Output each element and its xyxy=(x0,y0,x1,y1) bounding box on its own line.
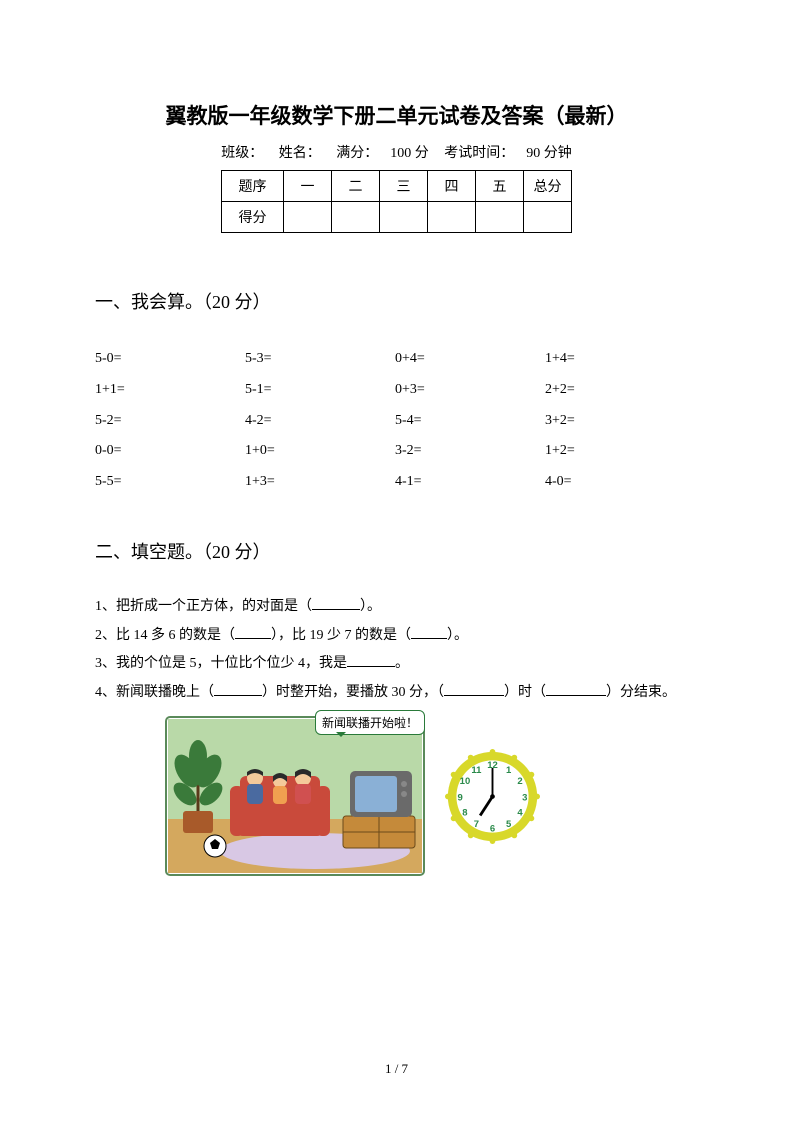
name-label: 姓名： xyxy=(279,146,321,161)
calc-row: 5-5= 1+3= 4-1= 4-0= xyxy=(95,467,698,498)
blank xyxy=(444,682,504,696)
calc-cell: 5-3= xyxy=(245,344,395,375)
calc-cell: 3+2= xyxy=(545,406,695,437)
fill-list: 1、把折成一个正方体，的对面是（ ）。 2、比 14 多 6 的数是（ ），比 19… xyxy=(95,594,698,706)
td-blank xyxy=(524,202,572,233)
section2-heading: 二、填空题。（20 分） xyxy=(95,538,698,564)
th-5: 五 xyxy=(476,171,524,202)
svg-text:11: 11 xyxy=(471,765,482,776)
calc-cell: 4-2= xyxy=(245,406,395,437)
speech-bubble: 新闻联播开始啦！ xyxy=(315,710,425,735)
calc-cell: 5-4= xyxy=(395,406,545,437)
td-blank xyxy=(284,202,332,233)
q4: 4、新闻联播晚上（ ）时整开始，要播放 30 分，（ ）时（ ）分结束。 xyxy=(95,680,698,707)
th-3: 三 xyxy=(380,171,428,202)
svg-text:5: 5 xyxy=(506,819,512,830)
td-blank xyxy=(380,202,428,233)
calc-cell: 1+1= xyxy=(95,375,245,406)
tv-screen xyxy=(355,776,397,812)
svg-text:10: 10 xyxy=(460,776,471,787)
q4-text-c: ）时（ xyxy=(504,685,546,700)
q2-text-c: ）。 xyxy=(447,628,468,643)
svg-text:6: 6 xyxy=(490,824,495,835)
blank xyxy=(347,653,395,667)
th-total: 总分 xyxy=(524,171,572,202)
q2-text-a: 2、比 14 多 6 的数是（ xyxy=(95,628,235,643)
calc-cell: 1+3= xyxy=(245,467,395,498)
living-room-scene: 新闻联播开始啦！ xyxy=(165,716,425,876)
calc-row: 5-0= 5-3= 0+4= 1+4= xyxy=(95,344,698,375)
illustration-row: 新闻联播开始啦！ 12 1 2 3 4 5 6 7 8 9 10 11 xyxy=(165,716,698,876)
q1-text-a: 1、把折成一个正方体，的对面是（ xyxy=(95,599,312,614)
calc-cell: 5-5= xyxy=(95,467,245,498)
q1-text-b: ）。 xyxy=(360,599,381,614)
th-4: 四 xyxy=(428,171,476,202)
time-value: 90 分钟 xyxy=(526,146,572,161)
q4-text-a: 4、新闻联播晚上（ xyxy=(95,685,214,700)
td-blank xyxy=(332,202,380,233)
calc-cell: 5-1= xyxy=(245,375,395,406)
score-table: 题序 一 二 三 四 五 总分 得分 xyxy=(221,170,572,233)
calc-cell: 3-2= xyxy=(395,436,545,467)
table-row: 得分 xyxy=(222,202,572,233)
table-row: 题序 一 二 三 四 五 总分 xyxy=(222,171,572,202)
calc-cell: 1+0= xyxy=(245,436,395,467)
calc-cell: 2+2= xyxy=(545,375,695,406)
clock-icon: 12 1 2 3 4 5 6 7 8 9 10 11 xyxy=(445,749,540,844)
full-label: 满分： xyxy=(336,146,378,161)
blank xyxy=(214,682,262,696)
calc-cell: 4-0= xyxy=(545,467,695,498)
th-1: 一 xyxy=(284,171,332,202)
calc-cell: 5-2= xyxy=(95,406,245,437)
full-value: 100 分 xyxy=(390,146,429,161)
q3-text-b: 。 xyxy=(395,656,409,671)
calc-row: 1+1= 5-1= 0+3= 2+2= xyxy=(95,375,698,406)
exam-info: 班级： 姓名： 满分： 100 分 考试时间： 90 分钟 xyxy=(95,142,698,162)
svg-text:3: 3 xyxy=(522,792,527,803)
calc-cell: 5-0= xyxy=(95,344,245,375)
calc-cell: 1+2= xyxy=(545,436,695,467)
q3: 3、我的个位是 5，十位比个位少 4，我是 。 xyxy=(95,651,698,678)
calc-cell: 1+4= xyxy=(545,344,695,375)
pot xyxy=(183,811,213,833)
q3-text-a: 3、我的个位是 5，十位比个位少 4，我是 xyxy=(95,656,347,671)
blank xyxy=(235,625,271,639)
svg-text:8: 8 xyxy=(462,807,467,818)
q4-text-b: ）时整开始，要播放 30 分，（ xyxy=(262,685,444,700)
q2: 2、比 14 多 6 的数是（ ），比 19 少 7 的数是（ ）。 xyxy=(95,623,698,650)
blank xyxy=(411,625,447,639)
svg-text:2: 2 xyxy=(517,776,522,787)
page-title: 翼教版一年级数学下册二单元试卷及答案（最新） xyxy=(95,100,698,130)
th-seq: 题序 xyxy=(222,171,284,202)
svg-text:7: 7 xyxy=(474,819,479,830)
td-blank xyxy=(428,202,476,233)
calc-cell: 0+3= xyxy=(395,375,545,406)
scene-svg xyxy=(165,716,425,876)
section1-heading: 一、我会算。（20 分） xyxy=(95,288,698,314)
class-label: 班级： xyxy=(221,146,263,161)
calc-row: 0-0= 1+0= 3-2= 1+2= xyxy=(95,436,698,467)
blank xyxy=(546,682,606,696)
svg-text:9: 9 xyxy=(458,792,463,803)
calc-cell: 4-1= xyxy=(395,467,545,498)
q1: 1、把折成一个正方体，的对面是（ ）。 xyxy=(95,594,698,621)
svg-text:1: 1 xyxy=(506,765,512,776)
td-blank xyxy=(476,202,524,233)
time-label: 考试时间： xyxy=(444,146,514,161)
q2-text-b: ），比 19 少 7 的数是（ xyxy=(271,628,411,643)
td-score-label: 得分 xyxy=(222,202,284,233)
calc-cell: 0-0= xyxy=(95,436,245,467)
th-2: 二 xyxy=(332,171,380,202)
svg-text:4: 4 xyxy=(517,807,523,818)
blank xyxy=(312,596,360,610)
calc-cell: 0+4= xyxy=(395,344,545,375)
leaf xyxy=(189,740,207,772)
calc-grid: 5-0= 5-3= 0+4= 1+4= 1+1= 5-1= 0+3= 2+2= … xyxy=(95,344,698,498)
calc-row: 5-2= 4-2= 5-4= 3+2= xyxy=(95,406,698,437)
q4-text-d: ）分结束。 xyxy=(606,685,676,700)
page-number: 1 / 7 xyxy=(0,1061,793,1077)
